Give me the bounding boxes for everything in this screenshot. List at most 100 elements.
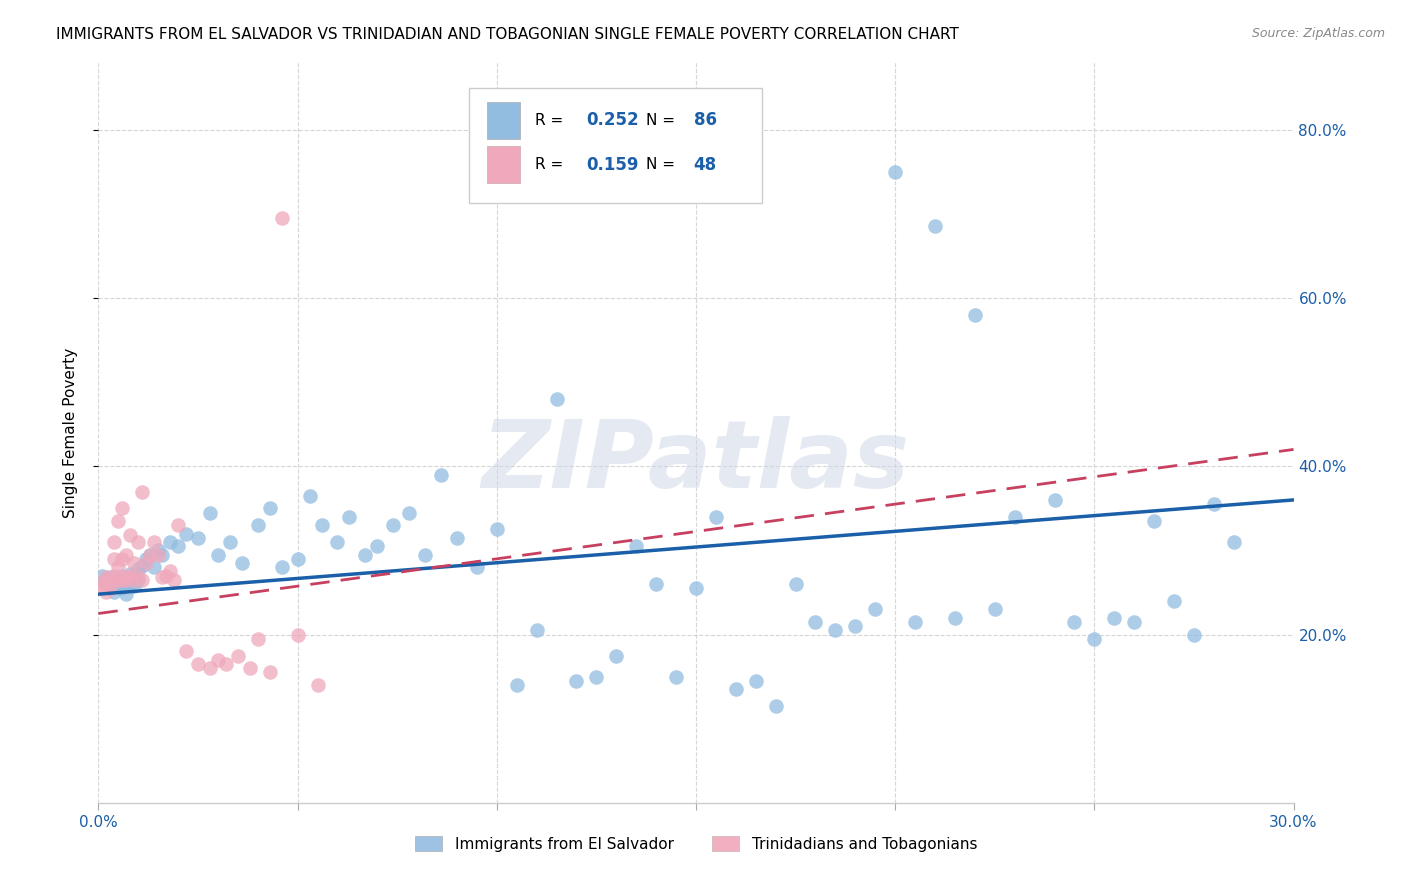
Point (366, 539, 388, 553)
Text: ZIPatlas: ZIPatlas (482, 417, 910, 508)
Point (120, 566, 142, 581)
Point (120, 577, 142, 591)
Legend: Immigrants from El Salvador, Trinidadians and Tobagonians: Immigrants from El Salvador, Trinidadian… (409, 830, 983, 858)
Point (765, 699, 787, 714)
Point (131, 573, 153, 587)
Text: Source: ZipAtlas.com: Source: ZipAtlas.com (1251, 27, 1385, 40)
Point (96, 573, 118, 587)
Point (259, 665, 281, 680)
Point (382, 518, 405, 533)
Point (704, 509, 727, 524)
Point (526, 624, 548, 638)
Point (824, 624, 846, 638)
Point (103, 551, 125, 566)
Point (1143, 514, 1166, 528)
Point (1043, 492, 1066, 507)
Point (207, 653, 229, 667)
Point (98, 570, 122, 584)
Point (1083, 632, 1105, 646)
Point (103, 585, 125, 599)
Point (103, 535, 125, 549)
Point (115, 587, 138, 601)
Point (91, 575, 114, 590)
Point (984, 602, 1007, 616)
Point (124, 570, 146, 584)
Point (307, 678, 329, 692)
Point (111, 551, 134, 566)
Point (124, 579, 146, 593)
Text: IMMIGRANTS FROM EL SALVADOR VS TRINIDADIAN AND TOBAGONIAN SINGLE FEMALE POVERTY : IMMIGRANTS FROM EL SALVADOR VS TRINIDADI… (56, 27, 959, 42)
Point (120, 568, 142, 582)
Point (107, 573, 129, 587)
Point (91, 568, 114, 582)
Point (131, 558, 153, 573)
Point (1182, 627, 1205, 641)
Point (311, 518, 333, 533)
Point (111, 581, 134, 595)
Point (506, 678, 529, 692)
Point (143, 535, 166, 549)
Point (207, 548, 229, 562)
Point (115, 573, 138, 587)
Point (1063, 615, 1085, 629)
Point (963, 308, 986, 322)
Point (270, 211, 292, 225)
Point (159, 535, 181, 549)
Point (107, 579, 129, 593)
Point (1223, 535, 1246, 549)
Text: N =: N = (645, 112, 679, 128)
Point (96, 577, 118, 591)
Text: R =: R = (534, 112, 568, 128)
Point (103, 575, 125, 590)
Point (665, 670, 688, 684)
Point (103, 568, 125, 582)
Point (111, 501, 134, 516)
Point (298, 489, 321, 503)
Point (124, 573, 146, 587)
Point (127, 568, 149, 582)
Point (1202, 497, 1225, 511)
Point (150, 570, 173, 584)
Point (785, 577, 807, 591)
Point (107, 573, 129, 587)
Point (585, 670, 607, 684)
Point (1123, 615, 1146, 629)
Text: N =: N = (645, 157, 679, 172)
Point (155, 568, 177, 582)
Point (139, 548, 162, 562)
Point (1163, 594, 1185, 608)
Point (1004, 509, 1026, 524)
Point (91, 581, 114, 595)
Point (167, 539, 190, 553)
Text: 48: 48 (693, 155, 717, 174)
Text: 86: 86 (693, 112, 717, 129)
Point (339, 509, 361, 524)
Point (174, 526, 197, 541)
Point (259, 501, 281, 516)
Point (111, 573, 134, 587)
Point (115, 548, 138, 562)
Point (326, 535, 349, 549)
Point (231, 556, 253, 570)
Point (150, 548, 173, 562)
Point (287, 627, 309, 641)
Point (354, 548, 377, 562)
Point (804, 615, 827, 629)
Point (844, 619, 866, 633)
Point (215, 657, 238, 671)
Point (159, 565, 181, 579)
Point (115, 570, 138, 584)
Point (430, 467, 453, 482)
Point (446, 531, 468, 545)
FancyBboxPatch shape (470, 88, 762, 203)
Point (685, 581, 707, 595)
Point (546, 392, 568, 406)
Point (645, 577, 668, 591)
Y-axis label: Single Female Poverty: Single Female Poverty (63, 348, 77, 517)
Point (127, 535, 149, 549)
Point (98, 581, 122, 595)
Point (413, 548, 436, 562)
Point (198, 661, 221, 675)
Point (239, 661, 262, 675)
Point (246, 632, 269, 646)
